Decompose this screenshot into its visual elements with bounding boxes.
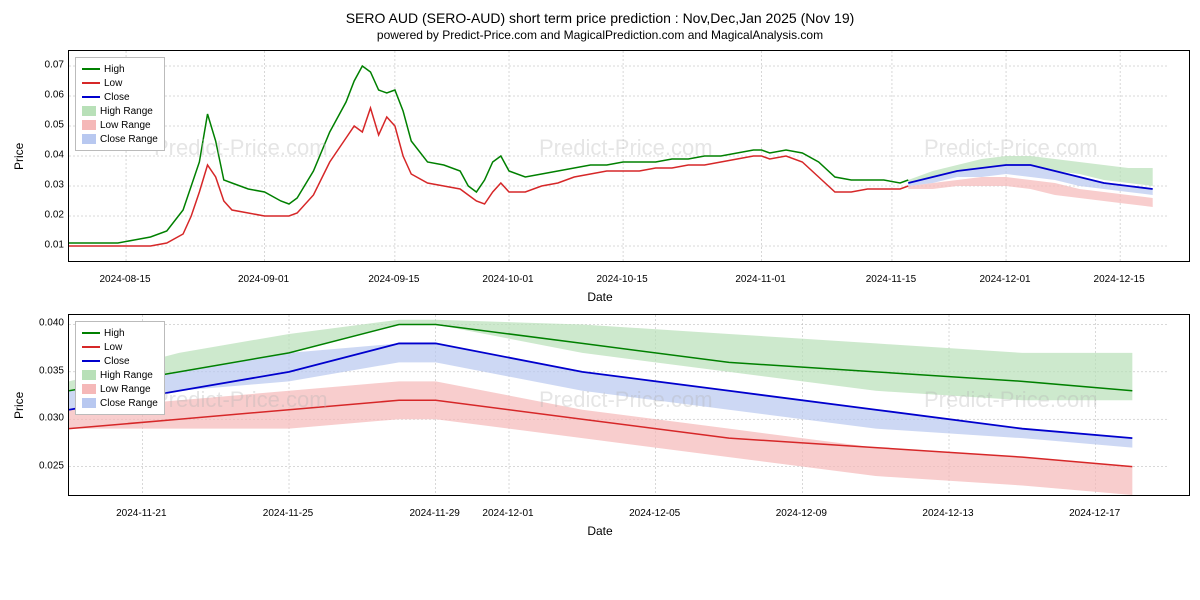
chart2-plot: High Low Close High Range Low Range Clos…: [68, 314, 1190, 496]
legend-low-range: Low Range: [100, 120, 151, 131]
chart2-legend: High Low Close High Range Low Range Clos…: [75, 321, 165, 415]
legend-close: Close: [104, 92, 130, 103]
legend-low: Low: [104, 342, 122, 353]
chart-1: Price 0.010.020.030.040.050.060.07 High …: [10, 50, 1190, 262]
chart1-xlabel: Date: [10, 290, 1190, 304]
legend-close-range: Close Range: [100, 398, 158, 409]
chart1-xticks: 2024-08-152024-09-012024-09-152024-10-01…: [68, 274, 1168, 288]
chart2-xlabel: Date: [10, 524, 1190, 538]
legend-close: Close: [104, 356, 130, 367]
chart-container: SERO AUD (SERO-AUD) short term price pre…: [10, 10, 1190, 538]
chart2-ylabel: Price: [10, 314, 28, 496]
legend-high: High: [104, 64, 125, 75]
chart2-yticks: 0.0250.0300.0350.040: [28, 314, 68, 494]
legend-high-range: High Range: [100, 106, 153, 117]
chart-title: SERO AUD (SERO-AUD) short term price pre…: [10, 10, 1190, 26]
chart2-xticks: 2024-11-212024-11-252024-11-292024-12-01…: [68, 508, 1168, 522]
legend-low: Low: [104, 78, 122, 89]
chart-subtitle: powered by Predict-Price.com and Magical…: [10, 28, 1190, 42]
chart1-yticks: 0.010.020.030.040.050.060.07: [28, 50, 68, 260]
legend-low-range: Low Range: [100, 384, 151, 395]
legend-high: High: [104, 328, 125, 339]
chart1-ylabel: Price: [10, 50, 28, 262]
chart1-plot: High Low Close High Range Low Range Clos…: [68, 50, 1190, 262]
chart1-legend: High Low Close High Range Low Range Clos…: [75, 57, 165, 151]
legend-high-range: High Range: [100, 370, 153, 381]
legend-close-range: Close Range: [100, 134, 158, 145]
chart-2: Price 0.0250.0300.0350.040 High Low Clos…: [10, 314, 1190, 496]
